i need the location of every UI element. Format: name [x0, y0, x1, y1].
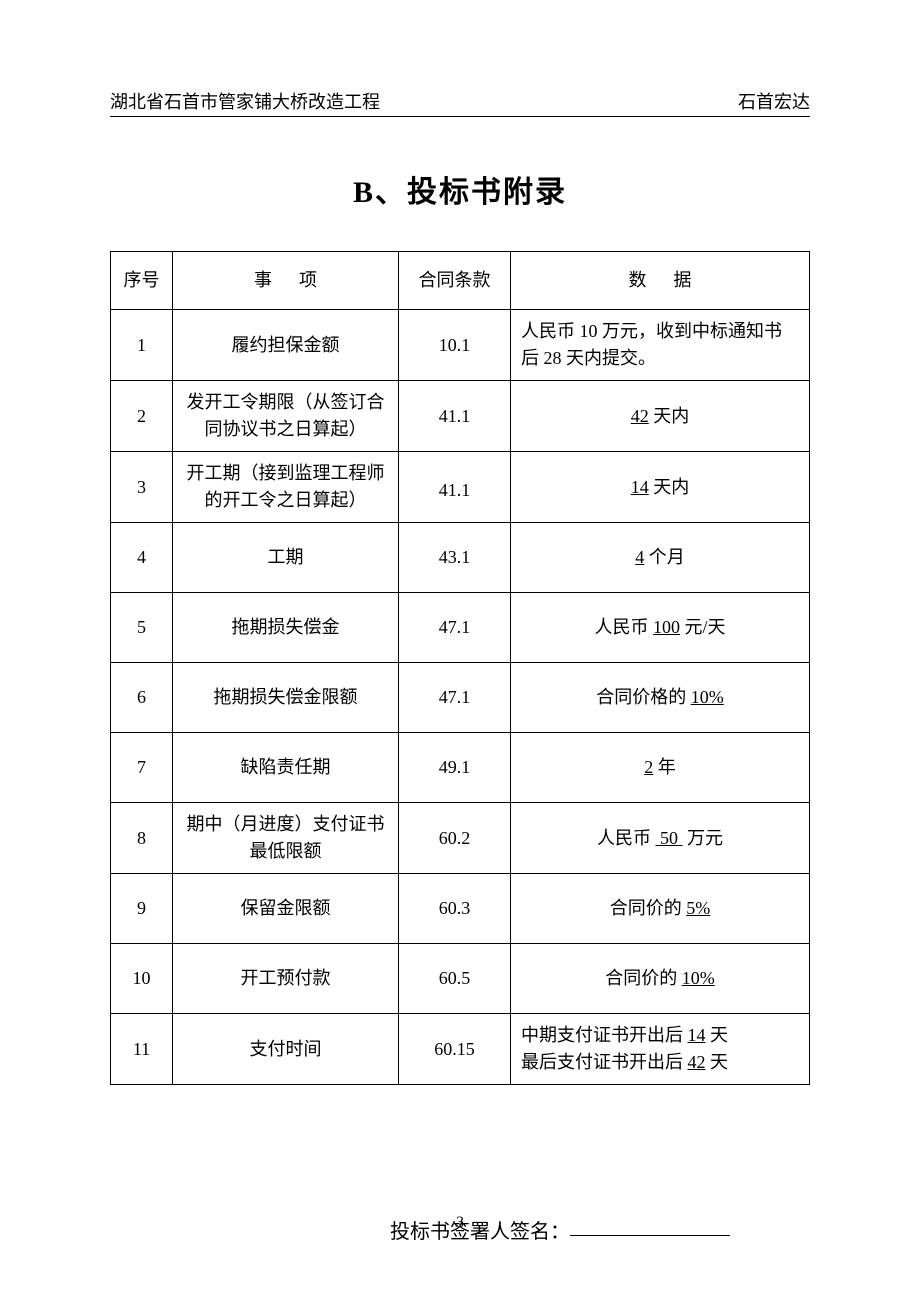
table-body: 1履约担保金额10.1人民币 10 万元，收到中标通知书后 28 天内提交。2发… [111, 310, 810, 1085]
cell-clause: 41.1 [399, 381, 511, 452]
cell-item: 发开工令期限（从签订合同协议书之日算起） [173, 381, 399, 452]
cell-item: 开工期（接到监理工程师的开工令之日算起） [173, 452, 399, 523]
col-clause-header: 合同条款 [399, 252, 511, 310]
cell-data: 合同价的 5% [511, 874, 810, 944]
cell-data: 合同价的 10% [511, 944, 810, 1014]
cell-item: 拖期损失偿金 [173, 593, 399, 663]
cell-item: 期中（月进度）支付证书最低限额 [173, 803, 399, 874]
cell-clause: 47.1 [399, 663, 511, 733]
cell-num: 8 [111, 803, 173, 874]
cell-clause: 60.2 [399, 803, 511, 874]
cell-num: 2 [111, 381, 173, 452]
cell-item: 支付时间 [173, 1014, 399, 1085]
cell-data: 42 天内 [511, 381, 810, 452]
header-line: 湖北省石首市管家铺大桥改造工程 石首宏达 [110, 88, 810, 117]
signature-line [570, 1235, 730, 1236]
cell-clause: 49.1 [399, 733, 511, 803]
col-data-header: 数 据 [511, 252, 810, 310]
cell-item: 缺陷责任期 [173, 733, 399, 803]
cell-data: 人民币 10 万元，收到中标通知书后 28 天内提交。 [511, 310, 810, 381]
appendix-table: 序号 事 项 合同条款 数 据 1履约担保金额10.1人民币 10 万元，收到中… [110, 251, 810, 1085]
cell-num: 3 [111, 452, 173, 523]
cell-num: 5 [111, 593, 173, 663]
table-row: 10开工预付款60.5合同价的 10% [111, 944, 810, 1014]
cell-clause: 60.15 [399, 1014, 511, 1085]
cell-clause: 43.1 [399, 523, 511, 593]
cell-data: 中期支付证书开出后 14 天最后支付证书开出后 42 天 [511, 1014, 810, 1085]
page-title: B、投标书附录 [110, 167, 810, 211]
cell-clause: 47.1 [399, 593, 511, 663]
cell-num: 1 [111, 310, 173, 381]
cell-clause: 60.5 [399, 944, 511, 1014]
table-row: 6拖期损失偿金限额47.1合同价格的 10% [111, 663, 810, 733]
table-row: 5拖期损失偿金47.1人民币 100 元/天 [111, 593, 810, 663]
cell-item: 工期 [173, 523, 399, 593]
table-row: 2发开工令期限（从签订合同协议书之日算起）41.142 天内 [111, 381, 810, 452]
cell-data: 14 天内 [511, 452, 810, 523]
table-row: 9保留金限额60.3合同价的 5% [111, 874, 810, 944]
table-row: 3开工期（接到监理工程师的开工令之日算起）41.114 天内 [111, 452, 810, 523]
cell-num: 11 [111, 1014, 173, 1085]
cell-num: 7 [111, 733, 173, 803]
col-item-header: 事 项 [173, 252, 399, 310]
cell-num: 6 [111, 663, 173, 733]
cell-item: 拖期损失偿金限额 [173, 663, 399, 733]
cell-data: 人民币 50 万元 [511, 803, 810, 874]
cell-data: 合同价格的 10% [511, 663, 810, 733]
cell-item: 开工预付款 [173, 944, 399, 1014]
table-row: 11支付时间60.15中期支付证书开出后 14 天最后支付证书开出后 42 天 [111, 1014, 810, 1085]
table-row: 8期中（月进度）支付证书最低限额60.2人民币 50 万元 [111, 803, 810, 874]
cell-item: 履约担保金额 [173, 310, 399, 381]
col-num-header: 序号 [111, 252, 173, 310]
cell-num: 9 [111, 874, 173, 944]
header-left: 湖北省石首市管家铺大桥改造工程 [110, 88, 380, 114]
table-row: 1履约担保金额10.1人民币 10 万元，收到中标通知书后 28 天内提交。 [111, 310, 810, 381]
title-prefix: B [353, 176, 375, 209]
table-row: 7缺陷责任期49.12 年 [111, 733, 810, 803]
header-right: 石首宏达 [738, 88, 810, 114]
cell-item: 保留金限额 [173, 874, 399, 944]
cell-num: 4 [111, 523, 173, 593]
cell-data: 4 个月 [511, 523, 810, 593]
cell-clause: 10.1 [399, 310, 511, 381]
table-row: 4工期43.14 个月 [111, 523, 810, 593]
cell-num: 10 [111, 944, 173, 1014]
cell-clause: 41.1 [399, 452, 511, 523]
table-header-row: 序号 事 项 合同条款 数 据 [111, 252, 810, 310]
cell-data: 人民币 100 元/天 [511, 593, 810, 663]
page-number: 3 [0, 1214, 920, 1232]
cell-data: 2 年 [511, 733, 810, 803]
title-text: 、投标书附录 [375, 176, 567, 209]
cell-clause: 60.3 [399, 874, 511, 944]
